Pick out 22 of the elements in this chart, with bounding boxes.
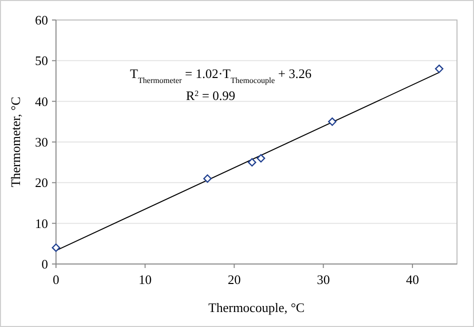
x-tick-label: 20: [228, 272, 241, 287]
point: [203, 174, 212, 183]
point: [52, 244, 60, 252]
y-tick-label: 20: [35, 175, 48, 190]
y-tick-label: 0: [42, 256, 48, 272]
y-tick-label: 50: [35, 53, 48, 68]
y-tick-label: 60: [35, 12, 48, 28]
y-tick-label: 10: [35, 216, 48, 231]
annotation: R$^{2}$ = 0.99: [186, 88, 236, 103]
y-tick-label: 40: [35, 94, 48, 109]
y-tick-label: 30: [35, 134, 48, 150]
point: [328, 117, 336, 126]
x-tick-label: 10: [138, 272, 152, 287]
point: [248, 158, 256, 167]
x-tick-label: 0: [52, 272, 60, 287]
x-axis-title: Thermocouple, °C: [208, 300, 305, 315]
point: [434, 64, 444, 73]
y-axis-title: Thermometer, °C: [8, 96, 23, 188]
annotation: T$_{Thermometer}$ = 1.02·T$_{Themocouple}$ + 3.26: [130, 66, 312, 84]
point: [256, 154, 266, 162]
x-tick-label: 30: [316, 272, 330, 287]
x-tick-label: 40: [406, 272, 419, 287]
